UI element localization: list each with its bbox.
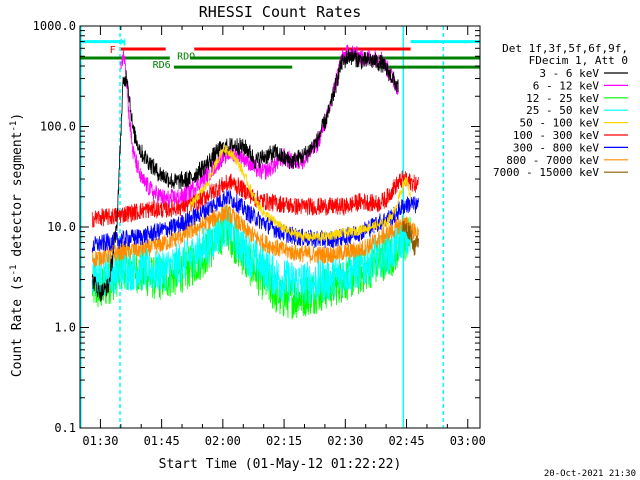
legend-entry-label: 300 - 800 keV <box>513 141 599 154</box>
x-tick-label: 02:00 <box>205 434 241 448</box>
series-line-7 <box>91 203 419 268</box>
y-tick-label: 10.0 <box>47 220 76 234</box>
legend-entry-label: 6 - 12 keV <box>533 79 600 92</box>
y-tick-label: 100.0 <box>40 120 76 134</box>
series-line-4 <box>189 144 411 242</box>
legend-entry-label: 7000 - 15000 keV <box>493 166 599 179</box>
legend-entry-label: 3 - 6 keV <box>539 67 599 80</box>
legend-header-line: Det 1f,3f,5f,6f,9f, <box>502 42 628 55</box>
plot-area: NF RDO RD6 <box>80 26 480 428</box>
legend-entry-label: 800 - 7000 keV <box>506 154 599 167</box>
y-axis-label-main: Count Rate (s <box>10 275 25 377</box>
series-line-5 <box>91 170 419 228</box>
x-tick-label: 02:45 <box>388 434 424 448</box>
y-axis-label-sup2: -1 <box>9 121 19 132</box>
legend-entry-label: 25 - 50 keV <box>526 104 599 117</box>
x-tick-label: 01:45 <box>144 434 180 448</box>
series-line-8 <box>402 220 420 256</box>
y-tick-label: 0.1 <box>54 421 76 435</box>
x-tick-label: 03:00 <box>450 434 486 448</box>
flag-annotation-3: RD6 <box>153 60 171 71</box>
y-tick-label: 1.0 <box>54 321 76 335</box>
legend-header-line: FDecim 1, Att 0 <box>529 54 628 67</box>
legend: Det 1f,3f,5f,6f,9f,FDecim 1, Att 03 - 6 … <box>493 42 628 179</box>
x-axis-label: Start Time (01-May-12 01:22:22) <box>159 457 402 472</box>
x-tick-label: 02:30 <box>327 434 363 448</box>
series-line-3 <box>91 203 411 304</box>
axes: 1000.0 100.0 10.0 1.0 0.1 01:30 01:45 02:00 02:1… <box>33 19 486 448</box>
legend-entry-label: 12 - 25 keV <box>526 92 599 105</box>
chart-title: RHESSI Count Rates <box>199 3 362 21</box>
y-axis-label: Count Rate (s-1 detector segment-1) <box>9 113 25 377</box>
flag-annotation-1: F <box>110 45 116 56</box>
y-axis-label-end: ) <box>10 113 25 121</box>
series-line-0 <box>91 48 399 302</box>
x-tick-label: 02:15 <box>266 434 302 448</box>
x-tick-label: 01:30 <box>82 434 118 448</box>
footer-date: 20-Oct-2021 21:30 <box>544 469 636 479</box>
legend-entry-label: 100 - 300 keV <box>513 129 599 142</box>
flag-annotation-0: N <box>120 38 126 49</box>
y-tick-label: 1000.0 <box>33 19 76 33</box>
legend-entry-label: 50 - 100 keV <box>520 117 600 130</box>
y-axis-label-sup1: -1 <box>9 265 19 276</box>
y-axis-label-mid: detector segment <box>10 132 25 265</box>
flag-annotation-2: RDO <box>177 51 195 62</box>
